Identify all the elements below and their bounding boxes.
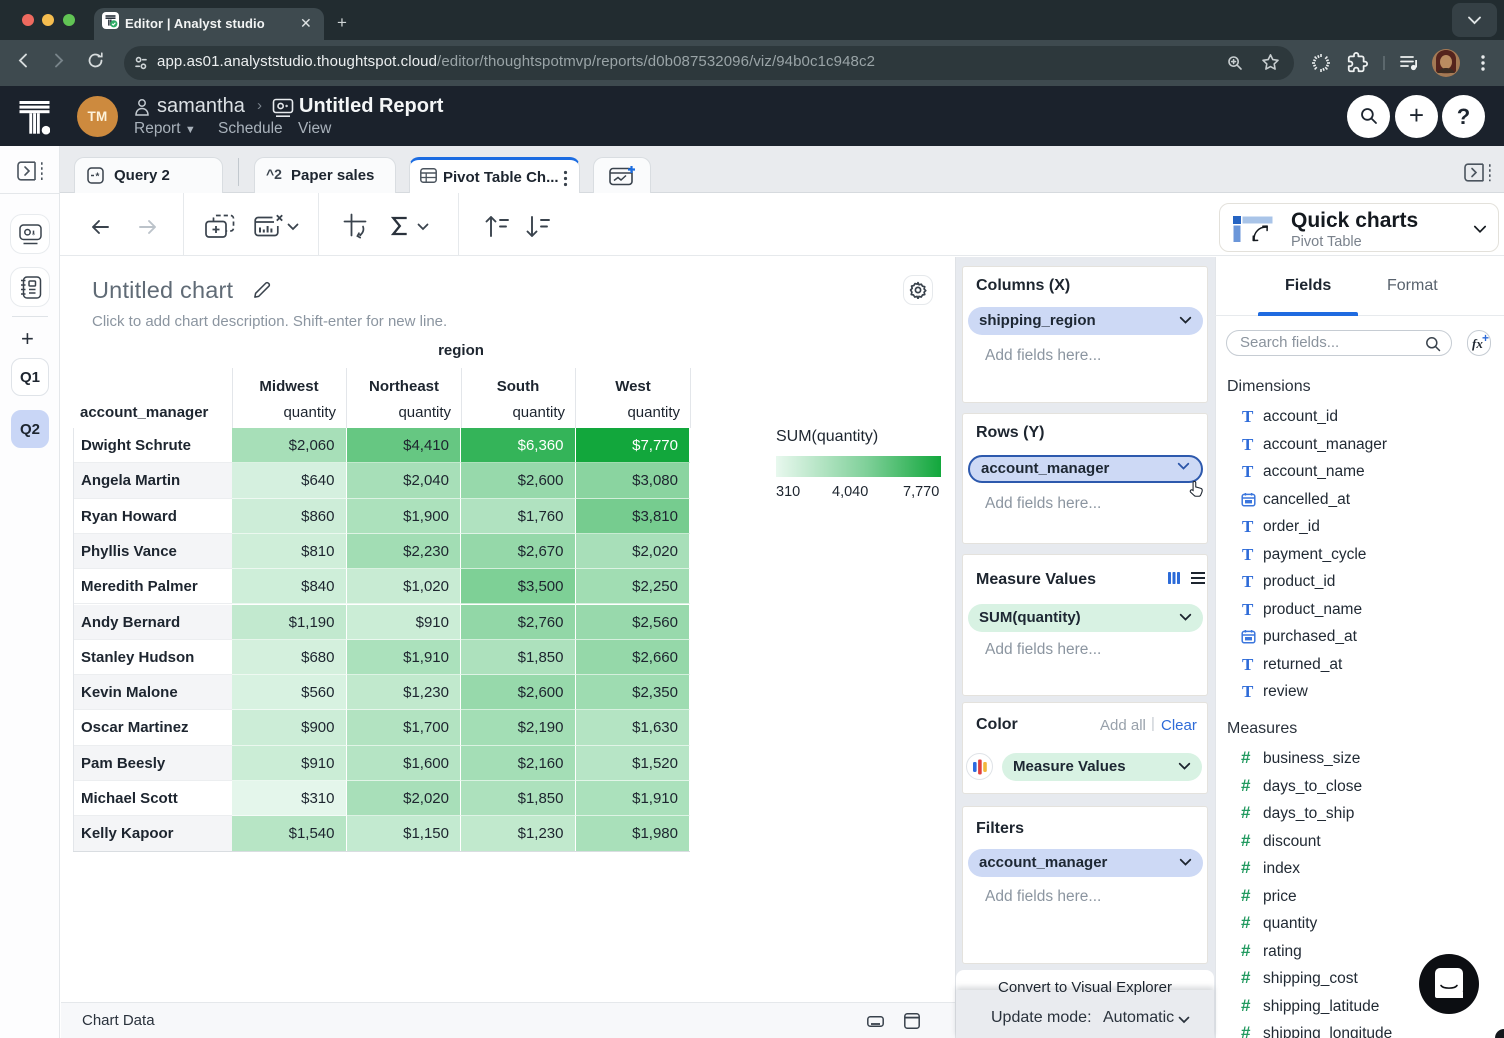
svg-text:*: * [96,172,100,183]
